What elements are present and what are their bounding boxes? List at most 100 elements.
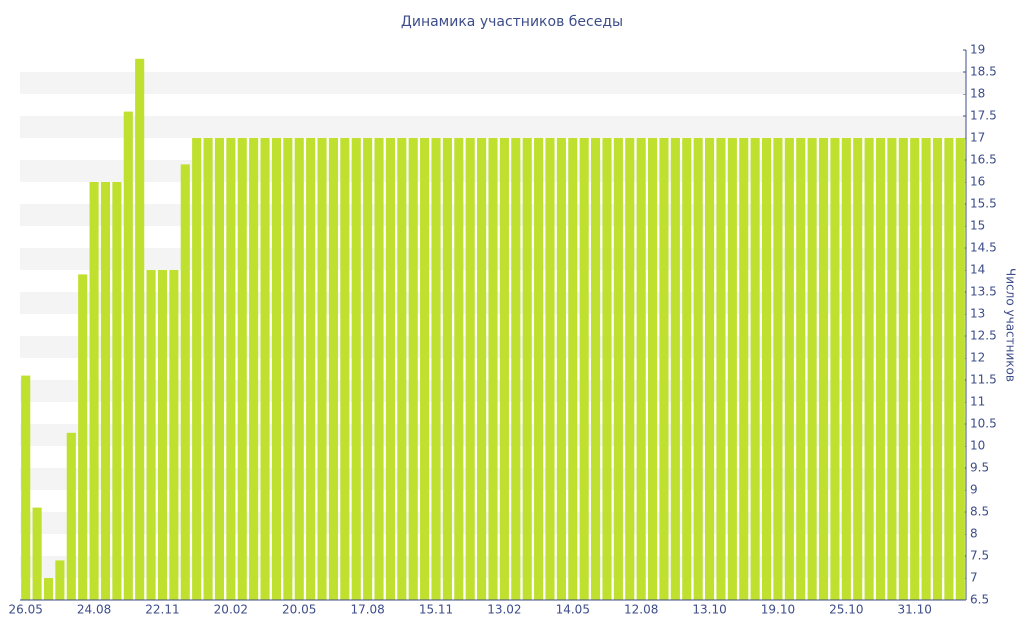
bar: [112, 182, 122, 600]
y-tick-label: 12: [970, 351, 985, 365]
bar: [864, 138, 874, 600]
x-tick-label: 13.02: [487, 603, 521, 617]
bar: [420, 138, 430, 600]
bar: [898, 138, 908, 600]
y-tick-label: 9: [970, 483, 978, 497]
x-tick-label: 26.05: [9, 603, 43, 617]
bar: [830, 138, 840, 600]
x-tick-label: 22.11: [145, 603, 179, 617]
bar: [841, 138, 851, 600]
chart-title: Динамика участников беседы: [401, 14, 623, 30]
bar: [944, 138, 954, 600]
bar: [203, 138, 213, 600]
x-tick-label: 24.08: [77, 603, 111, 617]
y-tick-label: 14: [970, 263, 985, 277]
bar: [317, 138, 327, 600]
bar: [157, 270, 168, 600]
bar: [89, 182, 99, 600]
bar: [397, 138, 407, 600]
bar: [579, 138, 589, 600]
bar: [875, 138, 886, 600]
bar: [488, 138, 498, 600]
bar: [591, 138, 601, 600]
x-tick-label: 15.11: [419, 603, 453, 617]
bar: [374, 138, 384, 600]
bar: [853, 138, 863, 600]
bar: [78, 274, 88, 600]
bar: [21, 375, 31, 600]
y-tick-label: 6.5: [970, 593, 989, 607]
bar: [921, 138, 931, 600]
bar: [431, 138, 441, 600]
bar: [534, 138, 544, 600]
y-tick-label: 8: [970, 527, 978, 541]
y-tick-label: 17: [970, 131, 985, 145]
bar: [704, 138, 715, 600]
bar: [648, 138, 658, 600]
y-tick-label: 15: [970, 219, 985, 233]
bar: [66, 432, 76, 600]
y-tick-label: 11: [970, 395, 985, 409]
x-tick-label: 17.08: [350, 603, 384, 617]
bar: [454, 138, 464, 600]
x-tick-label: 14.05: [556, 603, 590, 617]
bar: [522, 138, 532, 600]
bar: [340, 138, 350, 600]
bar: [169, 270, 179, 600]
y-tick-label: 9.5: [970, 461, 989, 475]
bar: [363, 138, 373, 600]
bar: [408, 138, 418, 600]
bar: [625, 138, 635, 600]
bar: [294, 138, 304, 600]
bar: [214, 138, 225, 600]
y-tick-label: 7.5: [970, 549, 989, 563]
bar: [659, 138, 669, 600]
y-axis-label: Число участников: [1004, 268, 1018, 382]
bar: [192, 138, 202, 600]
bar: [716, 138, 726, 600]
bar: [796, 138, 806, 600]
bar: [351, 138, 361, 600]
y-tick-label: 10: [970, 439, 985, 453]
bar: [55, 560, 65, 600]
y-tick-label: 7: [970, 571, 978, 585]
bar: [328, 138, 338, 600]
bar: [306, 138, 316, 600]
grid-band: [20, 116, 966, 138]
y-tick-label: 18.5: [970, 65, 997, 79]
y-tick-label: 16.5: [970, 153, 997, 167]
y-tick-label: 16: [970, 175, 985, 189]
bar: [100, 182, 111, 600]
bar: [499, 138, 509, 600]
bar: [249, 138, 259, 600]
y-tick-label: 14.5: [970, 241, 997, 255]
bar: [226, 138, 236, 600]
y-tick-label: 17.5: [970, 109, 997, 123]
bar: [260, 138, 270, 600]
x-tick-label: 20.05: [282, 603, 316, 617]
y-tick-label: 8.5: [970, 505, 989, 519]
bar: [682, 138, 692, 600]
bar: [511, 138, 521, 600]
bar: [807, 138, 817, 600]
y-tick-label: 13.5: [970, 285, 997, 299]
bar: [442, 138, 452, 600]
bar: [693, 138, 703, 600]
bar: [556, 138, 566, 600]
bar: [135, 58, 145, 601]
y-tick-label: 12.5: [970, 329, 997, 343]
grid-band: [20, 72, 966, 94]
bar: [123, 111, 133, 600]
x-tick-label: 31.10: [898, 603, 932, 617]
bar: [237, 138, 247, 600]
bar: [43, 578, 54, 600]
x-tick-label: 12.08: [624, 603, 658, 617]
bar: [385, 138, 395, 600]
bar: [636, 138, 646, 600]
bar: [761, 138, 772, 600]
bar: [180, 164, 190, 600]
bar: [739, 138, 749, 600]
bar: [32, 507, 42, 600]
bar: [955, 138, 965, 600]
